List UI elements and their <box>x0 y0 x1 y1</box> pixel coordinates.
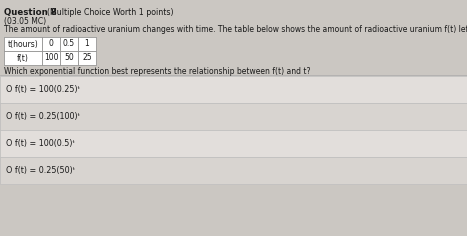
Text: Question 8: Question 8 <box>4 8 57 17</box>
FancyBboxPatch shape <box>42 51 60 65</box>
FancyBboxPatch shape <box>0 76 467 103</box>
Text: 0.5: 0.5 <box>63 39 75 49</box>
FancyBboxPatch shape <box>78 51 96 65</box>
FancyBboxPatch shape <box>0 130 467 157</box>
FancyBboxPatch shape <box>60 51 78 65</box>
Text: O f(t) = 100(0.25)ᵗ: O f(t) = 100(0.25)ᵗ <box>6 85 80 94</box>
FancyBboxPatch shape <box>4 51 42 65</box>
Text: O f(t) = 0.25(50)ᵗ: O f(t) = 0.25(50)ᵗ <box>6 166 75 175</box>
FancyBboxPatch shape <box>60 37 78 51</box>
FancyBboxPatch shape <box>0 103 467 130</box>
Text: O f(t) = 100(0.5)ᵗ: O f(t) = 100(0.5)ᵗ <box>6 139 75 148</box>
Text: 25: 25 <box>82 54 92 63</box>
FancyBboxPatch shape <box>0 157 467 184</box>
FancyBboxPatch shape <box>4 37 42 51</box>
Text: 50: 50 <box>64 54 74 63</box>
Text: O f(t) = 0.25(100)ᵗ: O f(t) = 0.25(100)ᵗ <box>6 112 80 121</box>
FancyBboxPatch shape <box>78 37 96 51</box>
Text: 1: 1 <box>85 39 89 49</box>
Text: The amount of radioactive uranium changes with time. The table below shows the a: The amount of radioactive uranium change… <box>4 25 467 34</box>
FancyBboxPatch shape <box>42 37 60 51</box>
Text: Which exponential function best represents the relationship between f(t) and t?: Which exponential function best represen… <box>4 67 311 76</box>
Text: (Multiple Choice Worth 1 points): (Multiple Choice Worth 1 points) <box>47 8 174 17</box>
Text: f(t): f(t) <box>17 54 29 63</box>
Text: t(hours): t(hours) <box>7 39 38 49</box>
Text: 100: 100 <box>44 54 58 63</box>
Text: 0: 0 <box>49 39 53 49</box>
Text: (03.05 MC): (03.05 MC) <box>4 17 46 26</box>
